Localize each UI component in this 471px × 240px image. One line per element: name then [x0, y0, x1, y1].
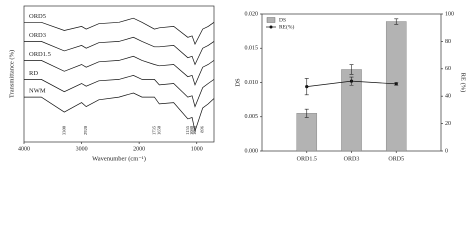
legend-label: RE(%) [279, 23, 294, 30]
spectrum-line [24, 75, 215, 108]
y-tick-label: 0.000 [245, 148, 259, 154]
spectrum-line [24, 17, 215, 45]
y-tick-label: 0.005 [245, 114, 259, 120]
spectrum-line [24, 36, 215, 66]
x-axis-label: Wavenumber (cm⁻¹) [92, 155, 146, 162]
peak-annotation: 1030 [192, 125, 197, 135]
x-tick-label: 1000 [191, 146, 203, 152]
y2-tick-label: 0 [445, 148, 448, 154]
legend-marker [269, 25, 273, 29]
y-tick-label: 0.010 [245, 80, 259, 86]
spectrum-line [24, 55, 215, 86]
y-axis-label: DS [234, 78, 241, 87]
legend-swatch [266, 17, 276, 23]
spectrum-line [24, 92, 215, 133]
y2-axis-label: RE (%) [460, 73, 467, 93]
x-tick-label: 2000 [133, 146, 145, 152]
peak-annotation: 1735 [151, 125, 156, 135]
y2-tick-label: 40 [445, 94, 451, 100]
x-tick-label: ORD5 [388, 156, 404, 162]
series-label: RD [29, 70, 38, 77]
y2-tick-label: 80 [445, 39, 451, 45]
y2-tick-label: 20 [445, 121, 451, 127]
error-bar [349, 64, 354, 75]
y-axis-label: Transmittance (%) [8, 50, 15, 98]
peak-annotation: 2920 [83, 125, 88, 135]
x-tick-label: 3000 [76, 146, 88, 152]
error-bar [349, 76, 354, 86]
series-label: NWM [29, 88, 46, 95]
series-label: ORD1.5 [29, 51, 51, 58]
series-label: ORD5 [29, 13, 46, 20]
peak-annotation: 1155 [185, 125, 190, 135]
peak-annotation: 1650 [156, 125, 161, 135]
series-label: ORD3 [29, 32, 46, 39]
x-tick-label: ORD3 [344, 156, 360, 162]
error-bar [394, 82, 399, 86]
plot-frame [23, 5, 215, 143]
error-bar [304, 108, 309, 118]
y-tick-label: 0.015 [245, 46, 259, 52]
y2-tick-label: 100 [445, 11, 454, 17]
error-bar [304, 78, 309, 96]
peak-annotation: 896 [200, 125, 205, 133]
y2-tick-label: 60 [445, 66, 451, 72]
x-tick-label: ORD1.5 [297, 156, 317, 162]
peak-annotation: 1080 [189, 125, 194, 135]
bar [296, 113, 318, 152]
y-tick-label: 0.020 [245, 11, 259, 17]
bar [385, 21, 407, 152]
legend-label: DS [279, 17, 286, 23]
peak-annotation: 3300 [61, 125, 66, 135]
error-bar [394, 18, 399, 25]
x-tick-label: 4000 [18, 146, 30, 152]
